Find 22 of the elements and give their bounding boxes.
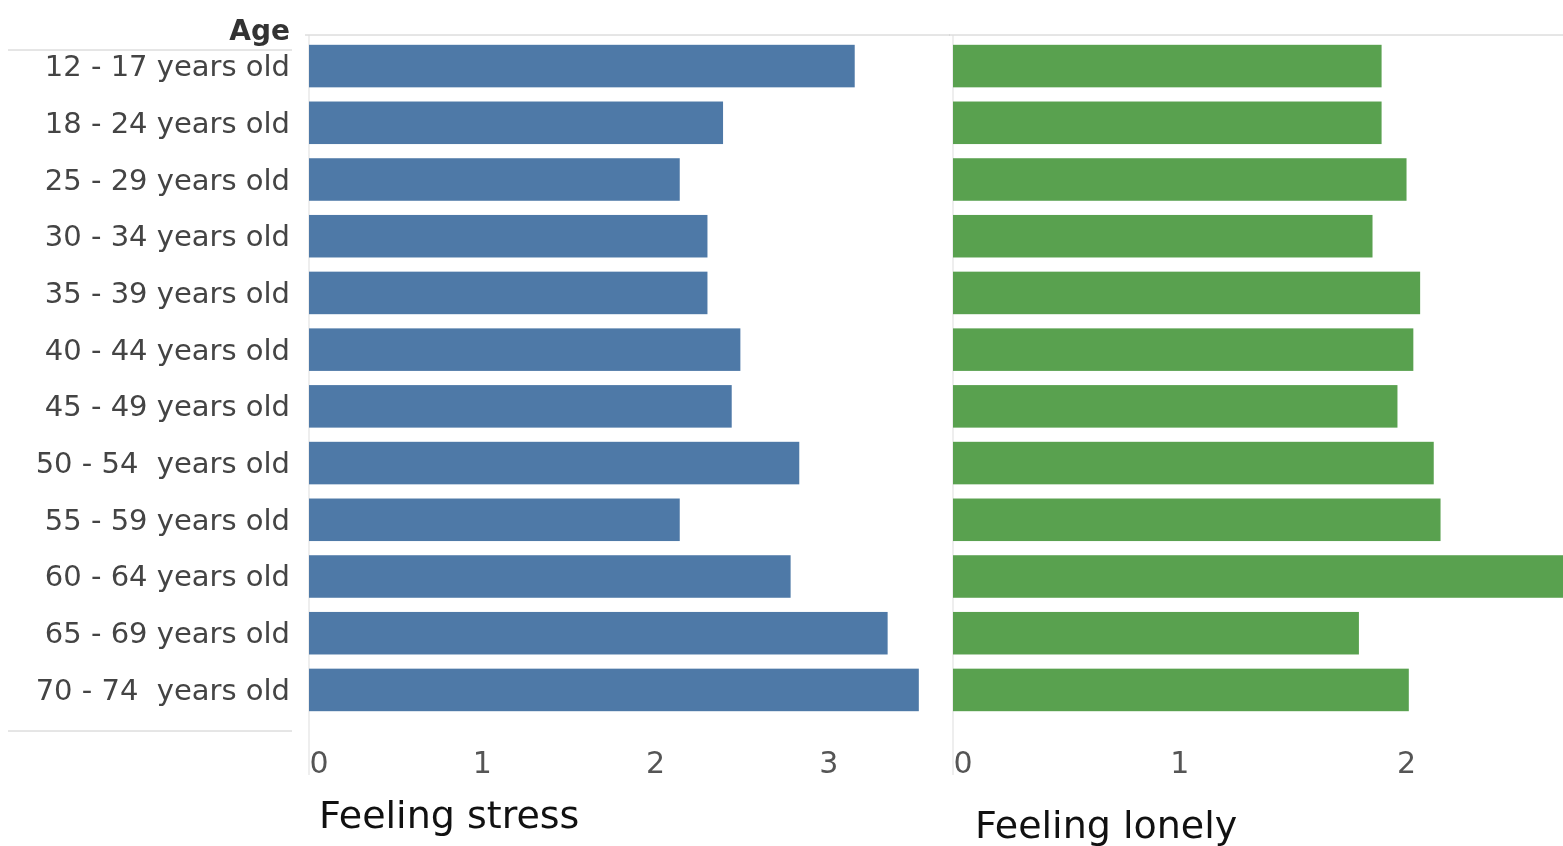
x-axis-title: Feeling lonely	[975, 803, 1238, 846]
x-tick-label: 3	[819, 744, 839, 780]
x-axis-title: Feeling stress	[319, 793, 580, 837]
y-tick-label: 12 - 17 years old	[44, 49, 290, 84]
y-tick-label: 45 - 49 years old	[44, 389, 290, 424]
x-tick-label: 0	[309, 744, 329, 780]
y-tick-label: 65 - 69 years old	[44, 616, 290, 651]
x-tick-label: 2	[645, 744, 666, 780]
y-tick-label: 55 - 59 years old	[44, 502, 290, 537]
y-tick-label: 40 - 44 years old	[44, 332, 290, 367]
y-tick-label: 60 - 64 years old	[44, 559, 290, 594]
y-tick-label: 25 - 29 years old	[44, 162, 290, 197]
y-tick-label: 35 - 39 years old	[44, 275, 290, 310]
y-tick-label: 18 - 24 years old	[44, 105, 290, 140]
y-tick-label: 30 - 34 years old	[44, 219, 290, 254]
x-tick-label: 1	[1170, 744, 1190, 780]
x-tick-label: 2	[1396, 744, 1417, 780]
y-tick-label: 50 - 54 years old	[35, 446, 290, 481]
y-tick-label: 70 - 74 years old	[35, 672, 290, 707]
x-tick-label: 1	[472, 744, 492, 780]
x-tick-label: 0	[953, 744, 973, 780]
y-axis-title: Age	[229, 13, 290, 47]
